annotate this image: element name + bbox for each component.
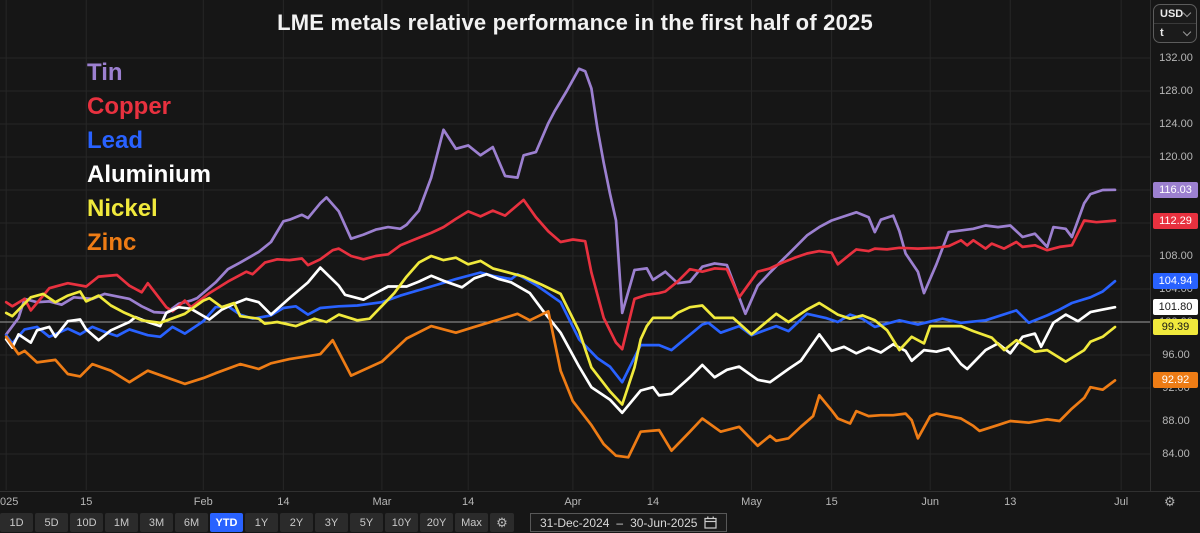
range-button-5y[interactable]: 5Y bbox=[350, 513, 383, 532]
time-axis-label: 15 bbox=[825, 496, 838, 508]
series-line-lead bbox=[4, 271, 1117, 384]
range-button-2y[interactable]: 2Y bbox=[280, 513, 313, 532]
range-buttons-group: 1D 5D 10D 1M 3M 6M YTD 1Y 2Y 3Y 5Y 10Y 20Y Max bbox=[0, 513, 490, 532]
range-toolbar: 1D 5D 10D 1M 3M 6M YTD 1Y 2Y 3Y 5Y 10Y 20Y Max ⚙ 31-D… bbox=[0, 512, 1200, 533]
time-axis-label: Jul bbox=[1114, 496, 1129, 508]
range-button-1m[interactable]: 1M bbox=[105, 513, 138, 532]
time-axis-label: Apr bbox=[564, 496, 582, 508]
chart-title: LME metals relative performance in the f… bbox=[277, 10, 873, 35]
chart-plot-area[interactable]: LME metals relative performance in the f… bbox=[0, 0, 1150, 490]
currency-dropdown[interactable]: USD bbox=[1154, 5, 1196, 23]
price-axis-label: 120.00 bbox=[1159, 151, 1193, 163]
time-axis-label: 13 bbox=[1004, 496, 1017, 508]
price-axis-label: 132.00 bbox=[1159, 52, 1193, 64]
legend-item-nickel[interactable]: Nickel bbox=[87, 195, 158, 222]
chart-canvas bbox=[0, 0, 1150, 490]
price-axis-label: 108.00 bbox=[1159, 250, 1193, 262]
range-button-20y[interactable]: 20Y bbox=[420, 513, 453, 532]
time-axis-label: 14 bbox=[462, 496, 475, 508]
range-button-5d[interactable]: 5D bbox=[35, 513, 68, 532]
date-range-to: 30-Jun-2025 bbox=[630, 515, 698, 530]
date-range-picker[interactable]: 31-Dec-2024 – 30-Jun-2025 bbox=[530, 513, 728, 532]
range-button-10y[interactable]: 10Y bbox=[385, 513, 418, 532]
series-line-copper bbox=[4, 198, 1117, 351]
range-button-6m[interactable]: 6M bbox=[175, 513, 208, 532]
last-value-badge-aluminium: 101.80 bbox=[1153, 299, 1198, 316]
last-value-badge-nickel: 99.39 bbox=[1153, 319, 1198, 336]
time-axis-label: Mar bbox=[372, 496, 392, 508]
range-button-10d[interactable]: 10D bbox=[70, 513, 103, 532]
chevron-down-icon bbox=[1182, 27, 1192, 37]
range-button-ytd[interactable]: YTD bbox=[210, 513, 243, 532]
calendar-icon bbox=[704, 516, 718, 529]
time-axis-label: 14 bbox=[646, 496, 660, 508]
time-axis-label: May bbox=[741, 496, 762, 508]
time-axis-label: Feb bbox=[193, 496, 213, 508]
legend-item-zinc[interactable]: Zinc bbox=[87, 229, 137, 256]
range-button-1y[interactable]: 1Y bbox=[245, 513, 278, 532]
range-button-3m[interactable]: 3M bbox=[140, 513, 173, 532]
price-axis-label: 96.00 bbox=[1162, 349, 1190, 361]
unit-value: t bbox=[1160, 27, 1164, 39]
date-range-separator: – bbox=[616, 515, 624, 530]
time-axis-label: 2025 bbox=[0, 496, 19, 508]
range-button-3y[interactable]: 3Y bbox=[315, 513, 348, 532]
range-button-max[interactable]: Max bbox=[455, 513, 488, 532]
price-axis-label: 124.00 bbox=[1159, 118, 1193, 130]
price-axis-label: 84.00 bbox=[1162, 448, 1190, 460]
legend-item-copper[interactable]: Copper bbox=[87, 93, 171, 120]
time-axis-label: Jun bbox=[921, 496, 940, 508]
unit-dropdown[interactable]: t bbox=[1154, 23, 1196, 42]
time-axis-label: 14 bbox=[277, 496, 290, 508]
legend-item-tin[interactable]: Tin bbox=[87, 59, 123, 86]
last-value-badge-copper: 112.29 bbox=[1153, 212, 1198, 229]
axis-settings-gear-icon[interactable]: ⚙ bbox=[1164, 494, 1176, 509]
time-axis-label: 15 bbox=[80, 496, 93, 508]
price-axis-label: 128.00 bbox=[1159, 85, 1193, 97]
time-axis[interactable]: 2025 15 Feb 14 Mar 14 Apr 14 May 15 Jun 13 Jul bbox=[0, 491, 1200, 512]
last-value-badge-tin: 116.03 bbox=[1153, 181, 1198, 198]
last-value-badge-lead: 104.94 bbox=[1153, 273, 1198, 290]
range-button-1d[interactable]: 1D bbox=[0, 513, 33, 532]
legend-item-lead[interactable]: Lead bbox=[87, 127, 144, 154]
series-line-tin bbox=[4, 67, 1117, 336]
legend-item-aluminium[interactable]: Aluminium bbox=[87, 161, 211, 188]
unit-selector-group: USD t bbox=[1153, 4, 1197, 43]
date-range-from: 31-Dec-2024 bbox=[540, 515, 610, 530]
price-axis[interactable]: 84.0088.0092.0096.00100.00104.00108.0011… bbox=[1150, 0, 1200, 491]
series-line-zinc bbox=[4, 309, 1117, 459]
chart-legend: Tin Copper Lead Aluminium Nickel Zinc bbox=[87, 56, 211, 260]
last-value-badge-zinc: 92.92 bbox=[1153, 372, 1198, 389]
series-line-nickel bbox=[4, 254, 1117, 406]
price-axis-label: 88.00 bbox=[1162, 415, 1190, 427]
currency-value: USD bbox=[1160, 8, 1184, 20]
chevron-down-icon bbox=[1182, 8, 1192, 18]
toolbar-gear-icon[interactable]: ⚙ bbox=[490, 513, 514, 532]
